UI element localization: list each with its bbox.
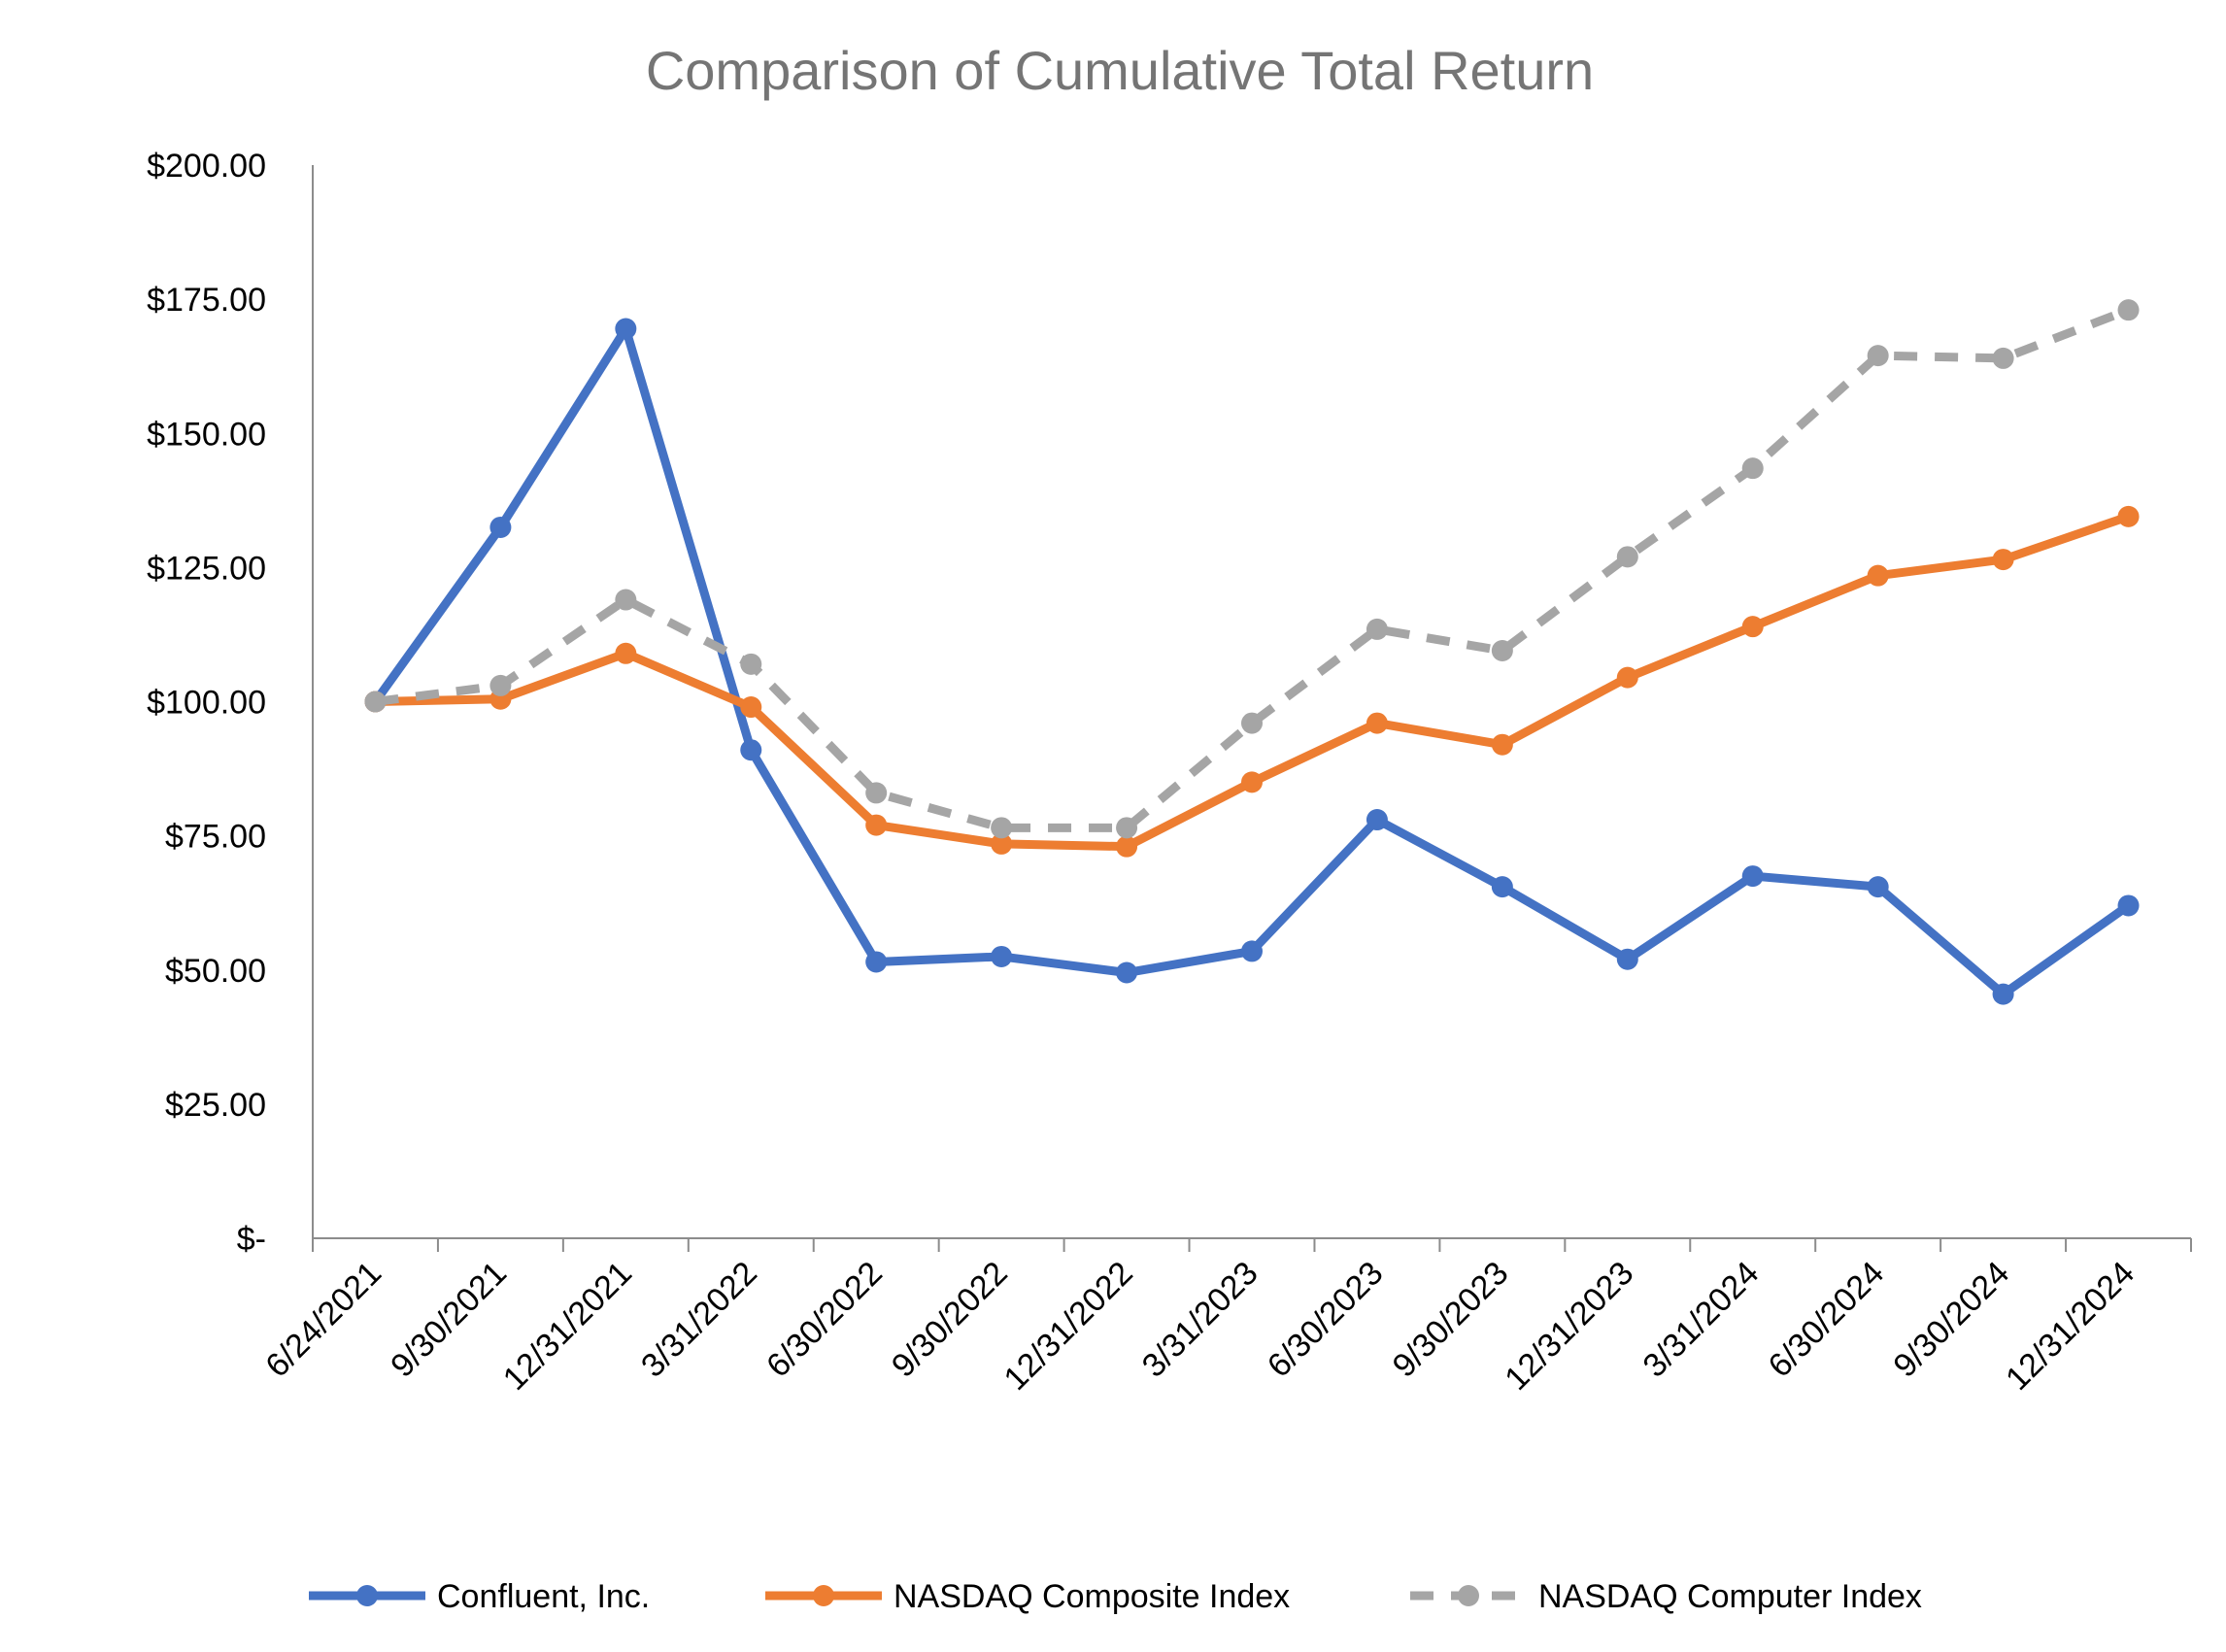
y-tick-label: $100.00 [147,685,266,722]
y-tick-label: $175.00 [147,282,266,319]
x-tick-label: 6/30/2023 [1261,1255,1391,1385]
x-tick-label: 3/31/2022 [634,1255,764,1385]
data-point [1992,983,2014,1005]
data-point [991,832,1013,855]
x-tick-label: 9/30/2022 [885,1255,1015,1385]
data-point [615,318,637,340]
data-point [1741,457,1764,480]
y-tick-label: $150.00 [147,416,266,453]
data-point [364,691,387,713]
data-point [991,817,1013,839]
x-tick-label: 9/30/2021 [384,1255,514,1385]
x-tick-label: 12/31/2022 [997,1255,1140,1398]
data-point [615,642,637,664]
legend-label: NASDAQ Composite Index [894,1578,1290,1615]
y-tick-label: $50.00 [165,953,266,990]
data-point [1366,809,1388,831]
series-line [374,305,2131,832]
legend-item: NASDAQ Composite Index [765,1578,1290,1615]
x-tick-label: 3/31/2024 [1636,1255,1767,1385]
x-tick-label: 6/30/2024 [1761,1255,1891,1385]
x-tick-label: 12/31/2024 [1999,1255,2142,1398]
series-nasdaq-computer-index [364,299,2140,839]
data-point [740,696,762,719]
data-point [1241,940,1263,962]
data-point [1741,865,1764,888]
x-tick-label: 9/30/2023 [1386,1255,1516,1385]
data-point [1616,546,1638,568]
legend-label: NASDAQ Computer Index [1538,1578,1922,1615]
data-point [865,951,888,973]
data-point [615,589,637,611]
data-point [1867,876,1889,898]
data-point [2117,299,2140,321]
x-tick-label: 12/31/2023 [1498,1255,1640,1398]
legend-swatch-marker [1458,1585,1479,1606]
chart-title: Comparison of Cumulative Total Return [646,40,1594,101]
legend: Confluent, Inc. NASDAQ Composite Index NAS… [309,1578,1922,1615]
data-point [991,945,1013,967]
y-tick-label: $- [237,1221,266,1258]
data-point [1241,771,1263,793]
data-point [1992,549,2014,571]
series-layer [364,299,2140,1005]
data-point [740,739,762,761]
data-point [1116,961,1138,984]
data-point [1491,733,1513,756]
x-tick-label: 6/30/2022 [759,1255,890,1385]
data-point [1491,876,1513,898]
data-point [1491,640,1513,662]
data-point [1992,347,2014,369]
data-point [2117,505,2140,527]
legend-swatch-marker [813,1585,834,1606]
legend-swatch-marker [356,1585,378,1606]
legend-label: Confluent, Inc. [437,1578,650,1615]
y-tick-label: $75.00 [165,819,266,856]
legend-item: NASDAQ Computer Index [1410,1578,1922,1615]
data-point [1616,666,1638,689]
y-tick-label: $200.00 [147,148,266,185]
data-point [1741,616,1764,638]
x-tick-label: 6/24/2021 [258,1255,388,1385]
data-point [740,653,762,675]
x-tick-label: 3/31/2023 [1135,1255,1265,1385]
data-point [865,814,888,836]
data-point [1116,835,1138,858]
data-point [1867,345,1889,367]
data-point [489,674,512,696]
axes: $- $25.00 $50.00 $75.00 $100.00 $125.00 $150.0… [147,148,2192,1398]
data-point [489,516,512,538]
data-point [1867,564,1889,587]
series-line [370,512,2134,852]
data-point [1366,618,1388,640]
y-tick-label: $125.00 [147,550,266,587]
series-confluent-inc [364,318,2140,1005]
data-point [1616,948,1638,970]
data-point [1116,817,1138,839]
data-point [1366,712,1388,734]
x-tick-label: 12/31/2021 [496,1255,639,1398]
x-tick-label: 9/30/2024 [1886,1255,2016,1385]
legend-item: Confluent, Inc. [309,1578,650,1615]
data-point [1241,712,1263,734]
series-nasdaq-composite-index [364,505,2140,858]
data-point [865,782,888,804]
y-tick-label: $25.00 [165,1087,266,1124]
data-point [2117,894,2140,917]
